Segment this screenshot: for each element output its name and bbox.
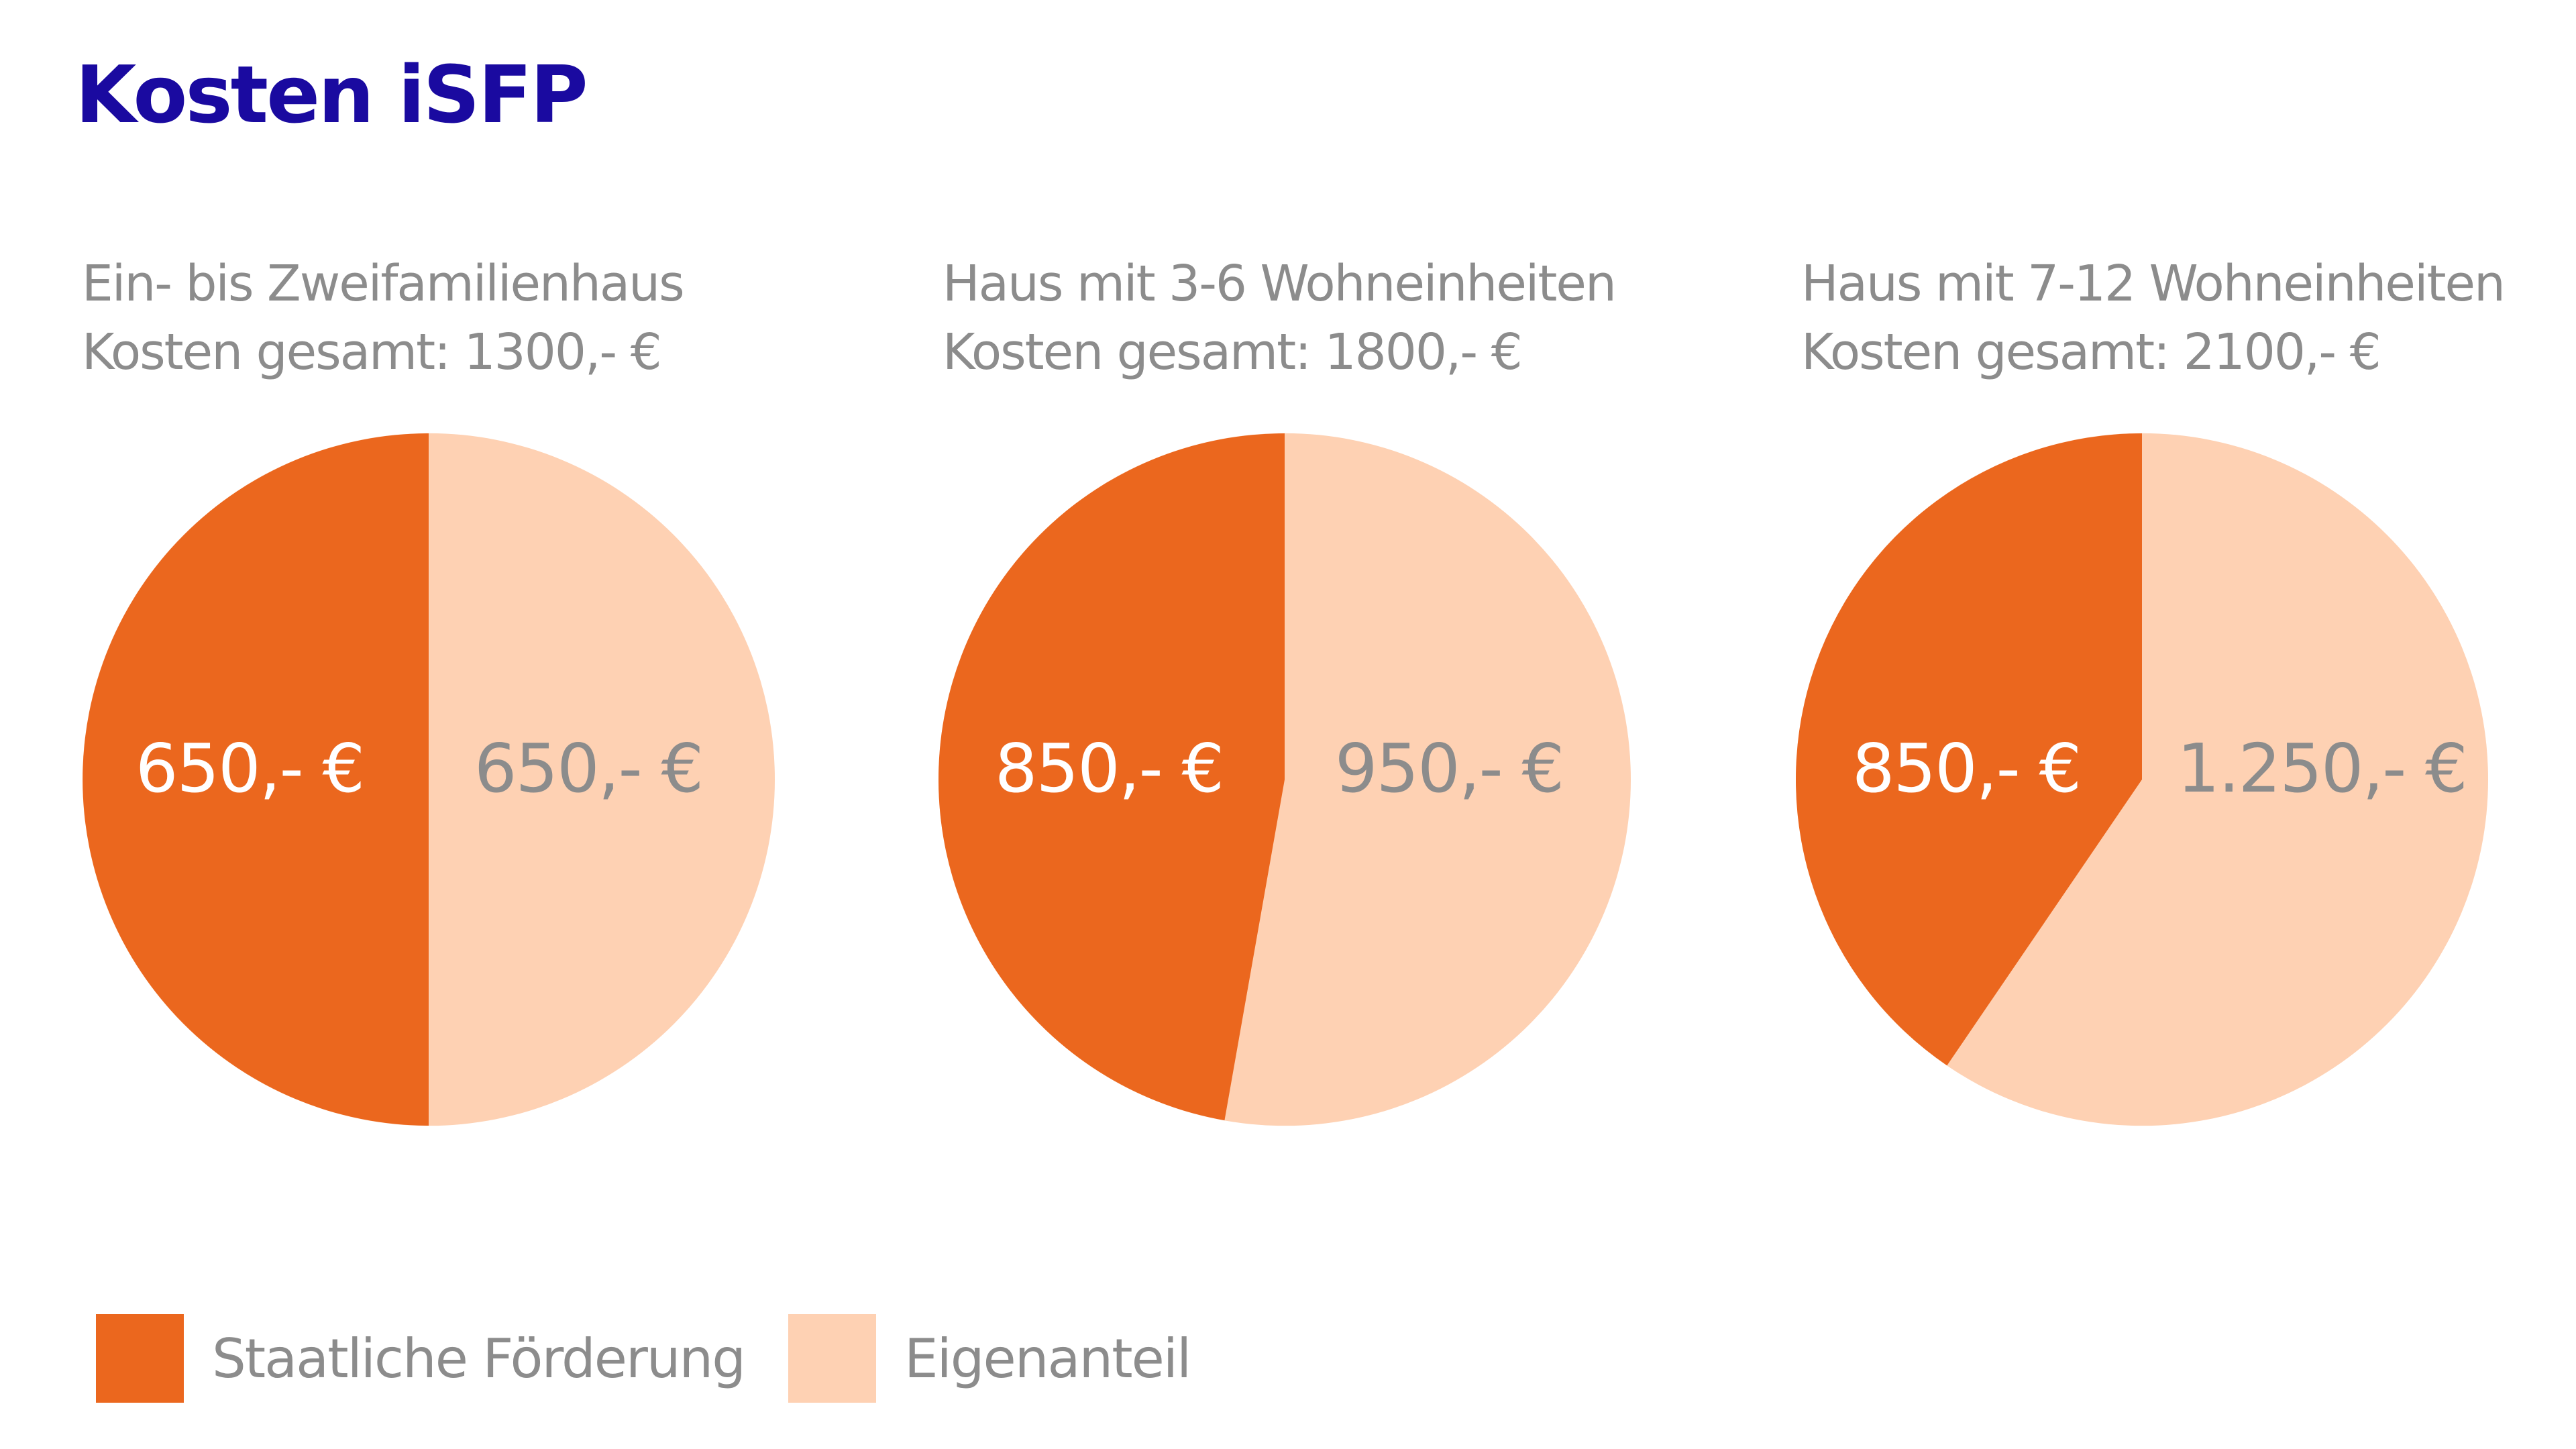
pie-block-3: Haus mit 7-12 Wohneinheiten Kosten gesam… bbox=[1796, 0, 2576, 1208]
legend-item-staatliche-foerderung: Staatliche Förderung bbox=[96, 1314, 746, 1403]
pie-chart: 850,- € 950,- € bbox=[938, 433, 1631, 1126]
pie-slice-staatliche-foerderung bbox=[938, 433, 1285, 1121]
legend-swatch-eigenanteil bbox=[788, 1314, 876, 1403]
pie-caption: Ein- bis Zweifamilienhaus Kosten gesamt:… bbox=[82, 250, 685, 386]
slice-label-staatliche-foerderung: 650,- € bbox=[136, 729, 364, 808]
pie-slice-staatliche-foerderung bbox=[1796, 433, 2142, 1066]
pie-heading: Haus mit 3-6 Wohneinheiten bbox=[943, 255, 1617, 313]
legend-label: Eigenanteil bbox=[904, 1327, 1191, 1390]
pie-chart: 850,- € 1.250,- € bbox=[1796, 433, 2488, 1126]
pie-heading: Ein- bis Zweifamilienhaus bbox=[82, 255, 685, 313]
slice-label-staatliche-foerderung: 850,- € bbox=[995, 729, 1223, 808]
pie-heading: Haus mit 7-12 Wohneinheiten bbox=[1801, 255, 2506, 313]
chart-title: Kosten iSFP bbox=[75, 48, 588, 141]
pie-total-label: Kosten gesamt: 1300,- € bbox=[82, 323, 662, 381]
pie-total-label: Kosten gesamt: 2100,- € bbox=[1801, 323, 2381, 381]
pie-caption: Haus mit 7-12 Wohneinheiten Kosten gesam… bbox=[1801, 250, 2506, 386]
slice-label-eigenanteil: 650,- € bbox=[474, 729, 702, 808]
slice-label-eigenanteil: 950,- € bbox=[1335, 729, 1563, 808]
legend-label: Staatliche Förderung bbox=[212, 1327, 746, 1390]
slice-label-staatliche-foerderung: 850,- € bbox=[1852, 729, 2080, 808]
pie-total-label: Kosten gesamt: 1800,- € bbox=[943, 323, 1523, 381]
pie-slice-staatliche-foerderung bbox=[83, 433, 429, 1126]
slice-label-eigenanteil: 1.250,- € bbox=[2177, 729, 2467, 808]
pie-block-2: Haus mit 3-6 Wohneinheiten Kosten gesamt… bbox=[938, 0, 1744, 1208]
pie-chart: 650,- € 650,- € bbox=[82, 433, 775, 1126]
legend-item-eigenanteil: Eigenanteil bbox=[788, 1314, 1191, 1403]
pie-caption: Haus mit 3-6 Wohneinheiten Kosten gesamt… bbox=[943, 250, 1617, 386]
pie-block-1: Ein- bis Zweifamilienhaus Kosten gesamt:… bbox=[82, 0, 887, 1208]
legend-swatch-staatliche-foerderung bbox=[96, 1314, 184, 1403]
